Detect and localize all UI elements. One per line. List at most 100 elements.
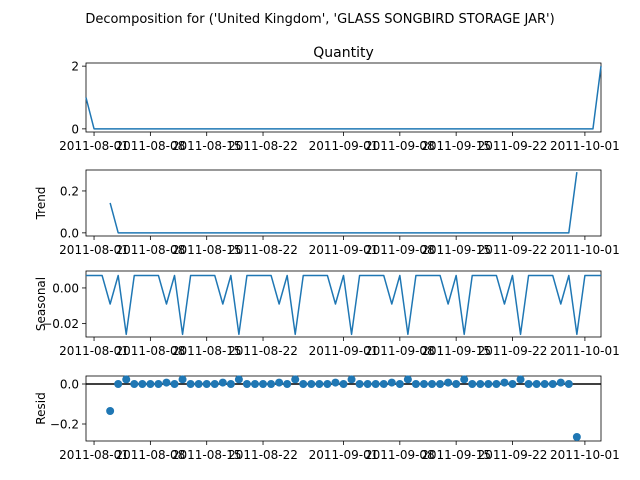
panel-4-point xyxy=(411,380,420,388)
panel-3-xtick-label: 2011-09-15 xyxy=(421,344,491,358)
panel-4-point xyxy=(178,375,187,384)
panel-2-xtick-label: 2011-08-22 xyxy=(228,243,298,257)
panel-4-point xyxy=(436,380,445,388)
panel-4-point xyxy=(500,378,509,387)
panel-4-xtick-label: 2011-09-08 xyxy=(365,448,435,462)
panel-4-xtick-label: 2011-09-01 xyxy=(309,448,379,462)
panel-2-xtick-label: 2011-09-15 xyxy=(421,243,491,257)
panel-3-xtick-label: 2011-08-22 xyxy=(228,344,298,358)
panel-4-point xyxy=(444,378,453,387)
panel-4-point xyxy=(395,380,404,388)
panel-4-point xyxy=(283,380,292,388)
panel-1-axes-frame xyxy=(85,62,602,133)
panel-1-xtick-label: 2011-08-22 xyxy=(228,139,298,153)
panel-2-ytick-label: 0.2 xyxy=(60,184,79,198)
panel-4-point xyxy=(138,380,147,388)
panel-4-point xyxy=(532,380,541,388)
panel-2-ytick-label: 0.0 xyxy=(60,226,79,240)
panel-4-point xyxy=(323,380,332,388)
panel-4-ytick-label: 0.0 xyxy=(60,378,79,392)
panel-1-xtick-label: 2011-09-22 xyxy=(478,139,548,153)
panel-1-series-line xyxy=(85,66,602,130)
panel-4-point xyxy=(363,380,372,388)
panel-4-point xyxy=(202,380,211,388)
panel-4-point xyxy=(275,378,284,387)
panel-4-point xyxy=(259,380,268,388)
panel-4-point xyxy=(492,380,501,388)
panel-4-xtick-label: 2011-08-22 xyxy=(228,448,298,462)
panel-2-xtick-label: 2011-09-22 xyxy=(478,243,548,257)
panel-2-axes-frame xyxy=(85,169,602,237)
panel-4-point xyxy=(347,375,356,384)
panel-3-ylabel: Seasonal xyxy=(34,277,48,331)
panel-4-point xyxy=(339,380,348,388)
panel-3-xtick-label: 2011-08-08 xyxy=(116,344,186,358)
panel-4-point xyxy=(146,380,155,388)
panel-4-point xyxy=(122,375,131,384)
panel-4-point xyxy=(226,380,235,388)
panel-1-ytick-label: 0 xyxy=(71,122,79,136)
panel-3-xtick-label: 2011-10-01 xyxy=(550,344,620,358)
panel-1-ytick-label: 2 xyxy=(71,60,79,74)
panel-4-point xyxy=(355,380,364,388)
panel-4-point xyxy=(548,380,557,388)
panel-4-point xyxy=(371,380,380,388)
panel-4-point xyxy=(267,380,276,388)
panel-4-point xyxy=(186,380,195,388)
panel-2-xtick-label: 2011-10-01 xyxy=(550,243,620,257)
panel-1-xtick-label: 2011-08-01 xyxy=(59,139,129,153)
panel-1-xtick-label: 2011-10-01 xyxy=(550,139,620,153)
panel-4-point xyxy=(170,380,179,388)
panel-4-point xyxy=(540,380,549,388)
panel-4-point xyxy=(524,380,533,388)
panel-4-point xyxy=(307,380,316,388)
panel-4-point xyxy=(452,380,461,388)
panel-1-xtick-label: 2011-09-15 xyxy=(421,139,491,153)
panel-4-point xyxy=(476,380,485,388)
panel-4-point xyxy=(218,378,227,387)
panel-4-xtick-label: 2011-09-22 xyxy=(478,448,548,462)
panel-3-xtick-label: 2011-09-22 xyxy=(478,344,548,358)
panel-4-point xyxy=(299,380,308,388)
panel-3-series-line xyxy=(86,274,601,336)
panel-4-point xyxy=(387,378,396,387)
panel-3-xtick-label: 2011-09-08 xyxy=(365,344,435,358)
panel-4-point xyxy=(194,380,203,388)
chart-suptitle: Decomposition for ('United Kingdom', 'GL… xyxy=(85,12,554,27)
panel-2-xtick-label: 2011-08-15 xyxy=(172,243,242,257)
panel-4-point xyxy=(484,380,493,388)
panel-4-point xyxy=(419,380,428,388)
panel-2-xtick-label: 2011-09-01 xyxy=(309,243,379,257)
panel-4-xtick-label: 2011-09-15 xyxy=(421,448,491,462)
panel-1-xtick-label: 2011-09-01 xyxy=(309,139,379,153)
panel-4-point xyxy=(460,375,469,384)
panel-2-series-line xyxy=(109,172,578,234)
panel-4-point xyxy=(242,380,251,388)
panel-4-point xyxy=(114,380,123,388)
panel-4-point xyxy=(234,375,243,384)
panel-4-ylabel: Resid xyxy=(34,392,48,424)
panel-4-point xyxy=(250,380,259,388)
panel-2-xtick-label: 2011-09-08 xyxy=(365,243,435,257)
panel-4-point xyxy=(572,433,581,441)
panel-3-xtick-label: 2011-08-15 xyxy=(172,344,242,358)
panel-4-point xyxy=(291,375,300,384)
panel-4-point xyxy=(516,375,525,384)
panel-4-point xyxy=(331,378,340,387)
panel-1-xtick-label: 2011-08-15 xyxy=(172,139,242,153)
panel-3-xtick-label: 2011-09-01 xyxy=(309,344,379,358)
panel-4-xtick-label: 2011-10-01 xyxy=(550,448,620,462)
panel-4-point xyxy=(428,380,437,388)
panel-3-ytick-label: 0.00 xyxy=(52,281,79,295)
panel-4-point xyxy=(210,380,219,388)
panel-1-title: Quantity xyxy=(313,45,374,61)
panel-4-point xyxy=(162,378,171,387)
panel-4-point xyxy=(154,380,163,388)
panel-4-point xyxy=(403,375,412,384)
panel-3-ytick-label: −0.02 xyxy=(42,317,79,331)
panel-3-xtick-label: 2011-08-01 xyxy=(59,344,129,358)
panel-4-point xyxy=(564,380,573,388)
panel-4-point xyxy=(130,380,139,388)
panel-2-xtick-label: 2011-08-08 xyxy=(116,243,186,257)
